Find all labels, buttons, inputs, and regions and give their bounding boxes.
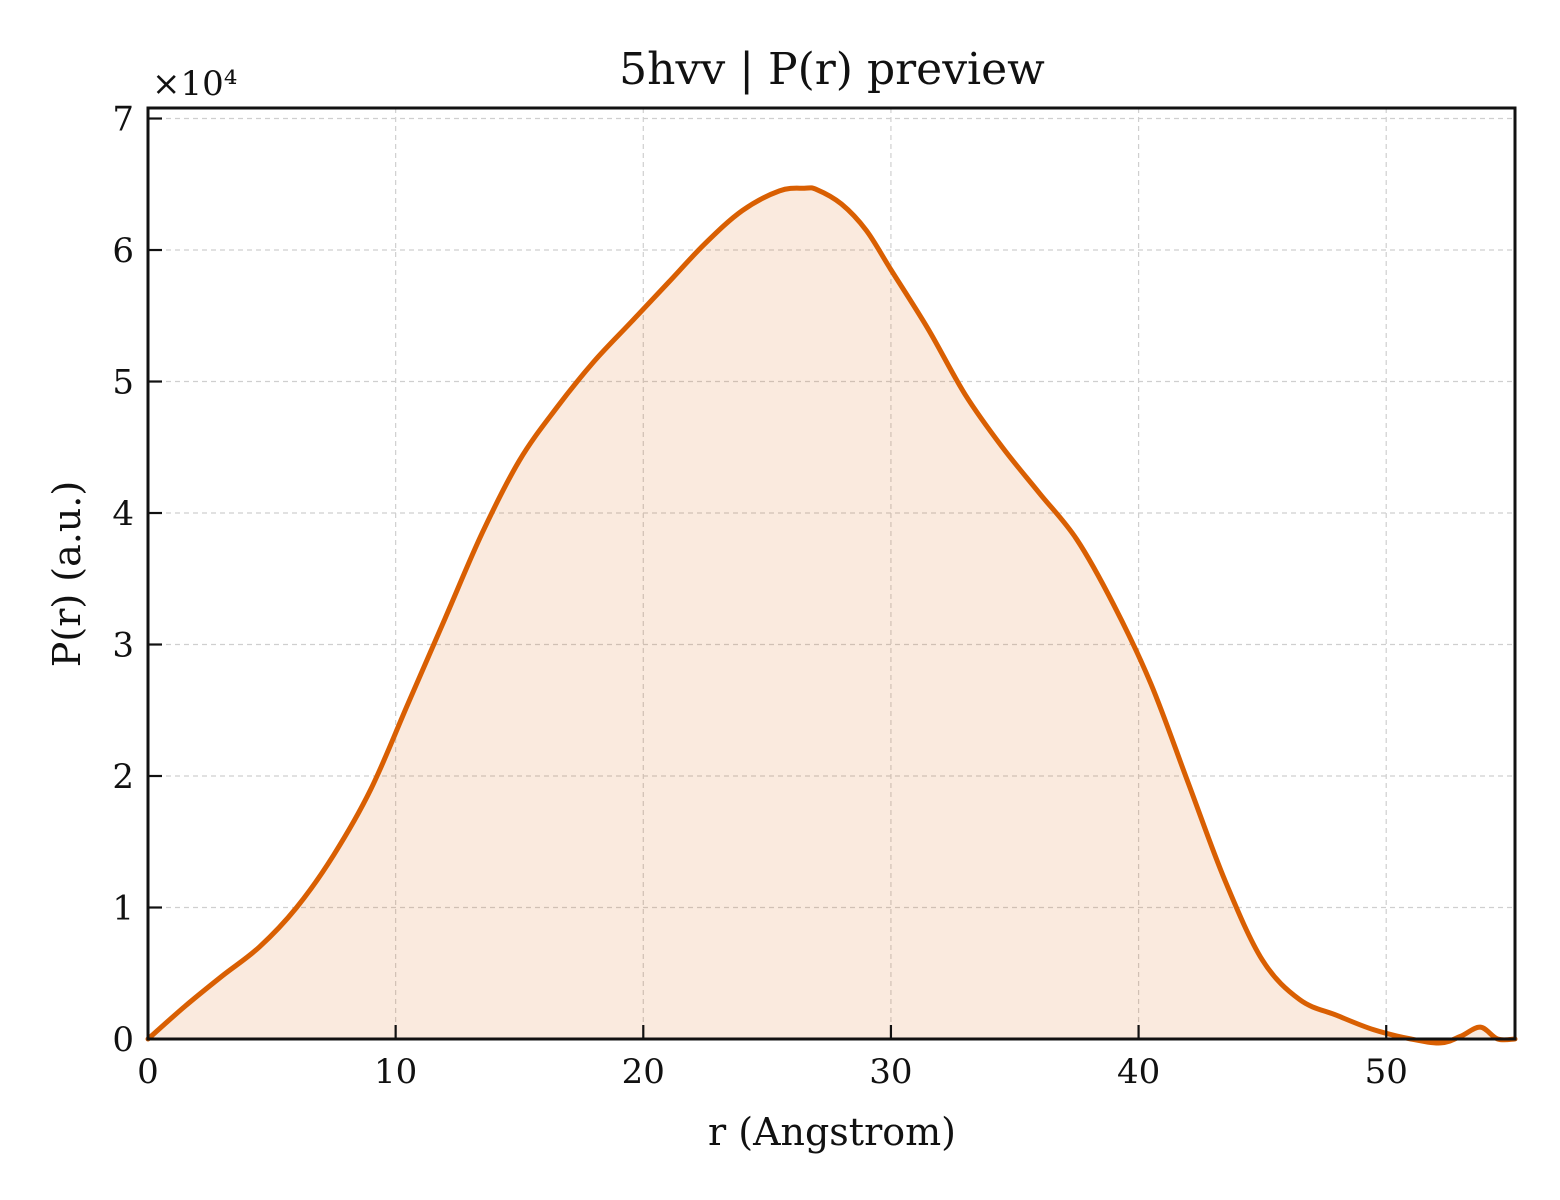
- y-tick-label: 3: [112, 626, 134, 666]
- x-tick-label: 30: [869, 1052, 912, 1092]
- y-tick-label: 4: [112, 494, 134, 534]
- y-tick-label: 6: [112, 231, 134, 271]
- plot-frame: [146, 106, 1517, 1041]
- x-axis-label: r (Angstrom): [708, 1110, 956, 1154]
- y-axis-scale-label: ×10⁴: [152, 64, 237, 104]
- y-tick-label: 0: [112, 1020, 134, 1060]
- y-tick-label: 2: [112, 757, 134, 797]
- y-tick-label: 1: [112, 889, 134, 929]
- x-tick-label: 0: [137, 1052, 159, 1092]
- y-axis-label: P(r) (a.u.): [45, 481, 89, 667]
- axis-ticks: [146, 117, 1388, 1041]
- data-layer: [145, 185, 1518, 1046]
- x-tick-label: 10: [374, 1052, 417, 1092]
- chart-title: 5hvv | P(r) preview: [619, 44, 1045, 95]
- x-tick-label: 20: [622, 1052, 665, 1092]
- series-line: [145, 185, 1518, 1046]
- series-area-fill: [148, 187, 1515, 1043]
- y-tick-label: 7: [112, 100, 134, 140]
- x-tick-label: 40: [1117, 1052, 1160, 1092]
- x-tick-label: 50: [1365, 1052, 1408, 1092]
- y-tick-label: 5: [112, 363, 134, 403]
